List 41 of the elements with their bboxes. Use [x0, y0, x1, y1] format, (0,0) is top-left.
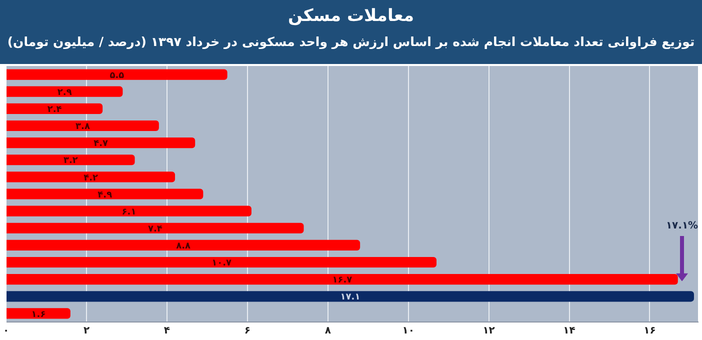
bar — [6, 188, 204, 200]
bar — [6, 240, 360, 250]
x-tick-label: ۴ — [164, 326, 170, 337]
data-label: ۴.۲ — [84, 173, 98, 184]
bar — [6, 308, 70, 319]
chart-subtitle: توزیع فراوانی تعداد معاملات انجام شده بر اساس ارزش هر واحد مسکونی در خرداد ۱۳۹۷ (درصد / میلیون تومان) — [6, 34, 696, 49]
data-label: ۴.۹ — [98, 190, 113, 200]
bar — [6, 291, 694, 302]
bar — [6, 138, 196, 148]
data-label: ۳.۸ — [76, 122, 90, 132]
bar — [6, 103, 103, 114]
bar — [6, 172, 176, 182]
bar — [6, 256, 437, 268]
data-label: ۵.۵ — [110, 70, 125, 81]
x-tick-label: ۱۲ — [482, 326, 495, 337]
x-tick-label: ۱۶ — [644, 326, 656, 337]
data-label: ۱۰.۷ — [212, 258, 232, 269]
bar — [6, 86, 123, 97]
data-label: ۴.۷ — [94, 139, 109, 150]
x-tick-label: ۱۰ — [402, 326, 414, 337]
data-label: ۶.۱ — [122, 207, 136, 218]
x-tick-label: ۶ — [244, 326, 250, 337]
data-label: ۲.۹ — [57, 88, 72, 98]
chart-title: معاملات مسکن — [287, 5, 415, 26]
x-tick-label: ۸ — [324, 326, 331, 337]
data-label: ۲.۴ — [47, 105, 62, 116]
bar — [6, 154, 135, 166]
x-tick-label: ۲ — [83, 326, 90, 337]
bar — [6, 206, 252, 216]
annotation: ۱۷.۱% — [666, 220, 698, 232]
bar — [6, 69, 228, 80]
x-tick-label: ۰ — [2, 326, 10, 337]
data-label: ۱.۶ — [31, 310, 46, 320]
data-label: ۳.۲ — [63, 156, 78, 166]
bar — [6, 120, 159, 132]
x-tick-label: ۱۴ — [563, 326, 576, 337]
data-label: ۸.۸ — [176, 242, 192, 252]
data-label: ۷.۴ — [148, 224, 163, 234]
data-label: ۱۶.۷ — [332, 276, 353, 286]
bar — [6, 222, 304, 234]
data-label: ۱۷.۱ — [340, 292, 360, 303]
